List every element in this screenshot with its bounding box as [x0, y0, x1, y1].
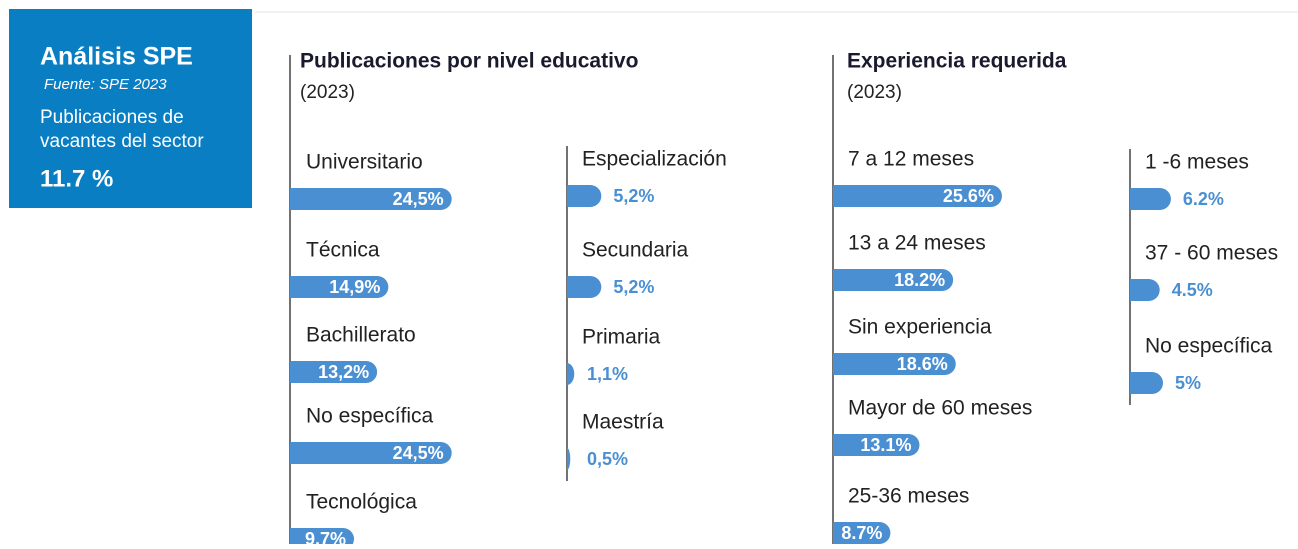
category-label: 37 - 60 meses — [1145, 242, 1278, 265]
category-label: Especialización — [582, 148, 727, 171]
category-label: 1 -6 meses — [1145, 151, 1249, 174]
value-label: 6.2% — [1183, 189, 1224, 209]
value-label: 13,2% — [318, 362, 369, 382]
category-label: Primaria — [582, 326, 660, 349]
bar — [1130, 372, 1163, 394]
value-label: 18.6% — [897, 354, 948, 374]
bar — [567, 448, 571, 470]
value-label: 8.7% — [841, 523, 882, 543]
bar — [833, 269, 954, 291]
value-label: 18.2% — [894, 270, 945, 290]
bar — [290, 276, 389, 298]
value-label: 5,2% — [613, 277, 654, 297]
chart-subtitle: (2023) — [847, 82, 902, 103]
bar — [833, 185, 1002, 207]
info-value: 11.7 % — [40, 165, 113, 192]
category-label: Técnica — [306, 239, 380, 262]
info-label-box: Publicaciones de vacantes del sector — [40, 107, 204, 152]
info-title: Análisis SPE — [40, 43, 193, 71]
bar — [567, 363, 575, 385]
value-label: 0,5% — [587, 449, 628, 469]
bar — [1130, 188, 1171, 210]
info-box — [9, 9, 252, 208]
bar — [567, 185, 602, 207]
value-label: 13.1% — [860, 435, 911, 455]
value-label: 1,1% — [587, 364, 628, 384]
chart-subtitle: (2023) — [300, 82, 355, 103]
chart-title: Publicaciones por nivel educativo — [300, 50, 638, 73]
value-label: 9,7% — [305, 529, 346, 544]
category-label: Tecnológica — [306, 491, 417, 514]
category-label: Universitario — [306, 151, 423, 174]
bar — [833, 353, 956, 375]
bar — [833, 522, 891, 544]
value-label: 24,5% — [393, 443, 444, 463]
category-label: 7 a 12 meses — [848, 148, 974, 171]
bar — [290, 442, 452, 464]
info-label: Publicaciones de vacantes del sector — [40, 107, 204, 152]
bar — [567, 276, 602, 298]
value-label: 5,2% — [613, 186, 654, 206]
category-label: Sin experiencia — [848, 316, 992, 339]
category-label: 13 a 24 meses — [848, 232, 986, 255]
category-label: Mayor de 60 meses — [848, 397, 1032, 420]
category-label: No específica — [1145, 335, 1273, 358]
bar — [290, 361, 378, 383]
bar — [290, 188, 452, 210]
category-label: 25-36 meses — [848, 485, 969, 508]
value-label: 4.5% — [1172, 280, 1213, 300]
category-label: Secundaria — [582, 239, 689, 262]
bar — [833, 434, 920, 456]
value-label: 5% — [1175, 373, 1201, 393]
chart-title: Experiencia requerida — [847, 50, 1067, 73]
info-source: Fuente: SPE 2023 — [44, 76, 167, 93]
category-label: Bachillerato — [306, 324, 416, 347]
value-label: 25.6% — [943, 186, 994, 206]
category-label: No específica — [306, 405, 434, 428]
value-label: 14,9% — [329, 277, 380, 297]
bar — [1130, 279, 1160, 301]
category-label: Maestría — [582, 411, 664, 434]
value-label: 24,5% — [393, 189, 444, 209]
